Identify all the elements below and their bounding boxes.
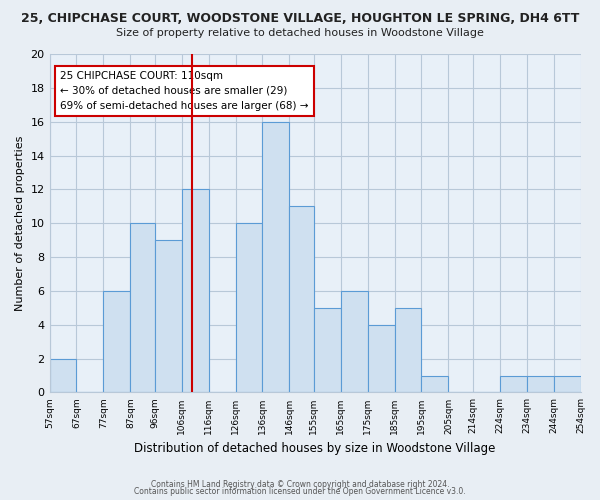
Bar: [130, 223, 155, 392]
X-axis label: Distribution of detached houses by size in Woodstone Village: Distribution of detached houses by size …: [134, 442, 496, 455]
Bar: [395, 308, 421, 392]
Text: Contains HM Land Registry data © Crown copyright and database right 2024.: Contains HM Land Registry data © Crown c…: [151, 480, 449, 489]
Bar: [262, 122, 289, 392]
Bar: [527, 376, 554, 392]
Text: Contains public sector information licensed under the Open Government Licence v3: Contains public sector information licen…: [134, 487, 466, 496]
Bar: [554, 376, 581, 392]
Bar: [103, 291, 130, 392]
Bar: [368, 324, 395, 392]
Bar: [314, 308, 341, 392]
Text: Size of property relative to detached houses in Woodstone Village: Size of property relative to detached ho…: [116, 28, 484, 38]
Bar: [236, 223, 262, 392]
Bar: [50, 358, 76, 392]
Text: 25 CHIPCHASE COURT: 110sqm
← 30% of detached houses are smaller (29)
69% of semi: 25 CHIPCHASE COURT: 110sqm ← 30% of deta…: [60, 71, 308, 110]
Bar: [341, 291, 368, 392]
Bar: [182, 190, 209, 392]
Bar: [500, 376, 527, 392]
Y-axis label: Number of detached properties: Number of detached properties: [15, 136, 25, 311]
Bar: [421, 376, 448, 392]
Text: 25, CHIPCHASE COURT, WOODSTONE VILLAGE, HOUGHTON LE SPRING, DH4 6TT: 25, CHIPCHASE COURT, WOODSTONE VILLAGE, …: [21, 12, 579, 26]
Bar: [289, 206, 314, 392]
Bar: [155, 240, 182, 392]
